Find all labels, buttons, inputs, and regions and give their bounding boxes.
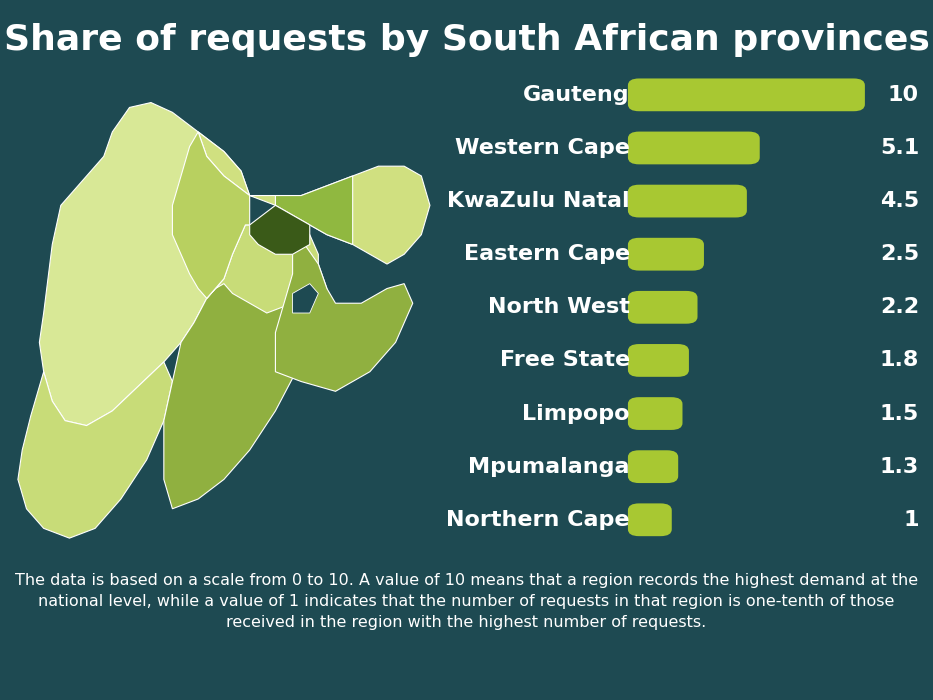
Text: 10: 10 xyxy=(888,85,919,105)
Text: Mpumalanga: Mpumalanga xyxy=(468,456,630,477)
Text: Share of requests by South African provinces: Share of requests by South African provi… xyxy=(4,23,929,57)
Polygon shape xyxy=(293,284,318,313)
Text: Free State: Free State xyxy=(500,351,630,370)
Text: North West: North West xyxy=(488,298,630,317)
Text: Limpopo: Limpopo xyxy=(522,403,630,424)
Polygon shape xyxy=(173,132,250,298)
FancyBboxPatch shape xyxy=(628,397,682,430)
FancyBboxPatch shape xyxy=(628,238,703,271)
Text: 1.8: 1.8 xyxy=(880,351,919,370)
FancyBboxPatch shape xyxy=(628,78,865,111)
Polygon shape xyxy=(164,225,327,509)
Text: 1.5: 1.5 xyxy=(880,403,919,424)
Text: The data is based on a scale from 0 to 10. A value of 10 means that a region rec: The data is based on a scale from 0 to 1… xyxy=(15,573,918,630)
Text: Western Cape: Western Cape xyxy=(455,138,630,158)
Text: 1.3: 1.3 xyxy=(880,456,919,477)
FancyBboxPatch shape xyxy=(628,185,746,218)
Polygon shape xyxy=(18,362,173,538)
Text: Eastern Cape: Eastern Cape xyxy=(464,244,630,264)
Text: Gauteng: Gauteng xyxy=(523,85,630,105)
Text: 2.2: 2.2 xyxy=(880,298,919,317)
Polygon shape xyxy=(198,132,430,264)
Polygon shape xyxy=(275,225,412,391)
Polygon shape xyxy=(250,205,310,254)
FancyBboxPatch shape xyxy=(628,291,698,323)
Text: 5.1: 5.1 xyxy=(880,138,919,158)
Text: 1: 1 xyxy=(903,510,919,530)
FancyBboxPatch shape xyxy=(628,132,759,164)
Text: KwaZulu Natal: KwaZulu Natal xyxy=(447,191,630,211)
FancyBboxPatch shape xyxy=(628,344,689,377)
Text: 2.5: 2.5 xyxy=(880,244,919,264)
Polygon shape xyxy=(207,225,318,313)
Text: Northern Cape: Northern Cape xyxy=(446,510,630,530)
Text: PROCOMPARE.CO.ZA: PROCOMPARE.CO.ZA xyxy=(21,665,141,678)
Polygon shape xyxy=(39,103,250,426)
FancyBboxPatch shape xyxy=(628,503,672,536)
Polygon shape xyxy=(275,176,353,244)
Text: 4.5: 4.5 xyxy=(880,191,919,211)
FancyBboxPatch shape xyxy=(628,450,678,483)
